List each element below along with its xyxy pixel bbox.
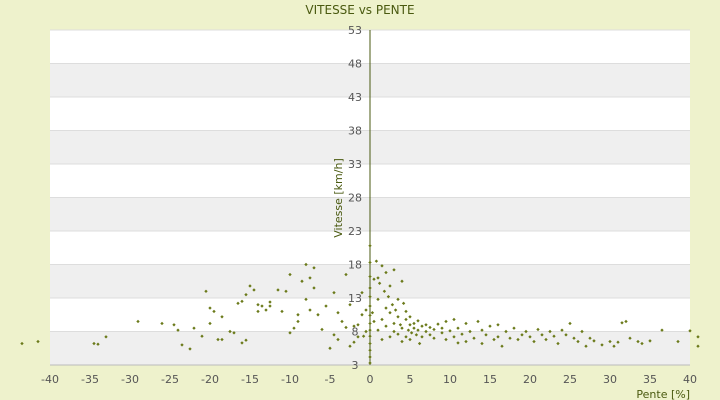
data-point bbox=[648, 339, 652, 343]
data-point bbox=[220, 315, 224, 319]
x-tick-label: 10 bbox=[443, 373, 457, 386]
y-tick-label: 28 bbox=[348, 192, 362, 205]
data-point bbox=[252, 288, 256, 292]
x-tick-label: 25 bbox=[563, 373, 577, 386]
data-point bbox=[216, 337, 220, 342]
data-point bbox=[588, 336, 592, 340]
x-tick-label: -30 bbox=[121, 373, 139, 386]
data-point bbox=[640, 341, 644, 346]
y-tick-label: 3 bbox=[352, 359, 359, 372]
x-tick-label: 40 bbox=[683, 373, 697, 386]
data-point bbox=[176, 328, 180, 332]
data-point bbox=[244, 292, 248, 297]
data-point bbox=[240, 341, 244, 345]
x-tick-label: 0 bbox=[367, 373, 374, 386]
y-tick-label: 38 bbox=[348, 125, 362, 138]
data-point bbox=[136, 319, 140, 324]
data-point bbox=[628, 336, 632, 340]
data-point bbox=[516, 337, 520, 342]
x-tick-label: -20 bbox=[201, 373, 219, 386]
data-point bbox=[544, 337, 548, 342]
data-point bbox=[548, 329, 552, 334]
data-point bbox=[620, 321, 624, 325]
data-point bbox=[580, 329, 584, 334]
data-point bbox=[572, 336, 576, 340]
data-point bbox=[188, 347, 192, 351]
x-tick-label: 35 bbox=[643, 373, 657, 386]
x-tick-label: 15 bbox=[483, 373, 497, 386]
data-point bbox=[20, 341, 24, 346]
data-point bbox=[220, 337, 224, 342]
x-tick-label: 30 bbox=[603, 373, 617, 386]
data-point bbox=[248, 284, 252, 288]
data-point bbox=[208, 321, 212, 326]
x-tick-label: 20 bbox=[523, 373, 537, 386]
data-point bbox=[236, 301, 240, 306]
data-point bbox=[524, 329, 528, 334]
data-point bbox=[564, 333, 568, 337]
y-tick-label: 48 bbox=[348, 58, 362, 71]
y-tick-label: 23 bbox=[348, 225, 362, 238]
x-tick-label: -10 bbox=[281, 373, 299, 386]
data-point bbox=[160, 321, 164, 326]
data-point bbox=[192, 326, 196, 330]
y-tick-label: 18 bbox=[348, 259, 362, 272]
data-point bbox=[208, 306, 212, 310]
data-point bbox=[552, 334, 556, 338]
y-tick-label: 33 bbox=[348, 158, 362, 171]
data-point bbox=[104, 335, 108, 339]
data-point bbox=[212, 309, 216, 314]
data-point bbox=[240, 299, 244, 304]
y-axis-label: Vitesse [km/h] bbox=[332, 158, 345, 238]
data-point bbox=[228, 329, 232, 334]
y-tick-label: 53 bbox=[348, 24, 362, 37]
y-tick-label: 43 bbox=[348, 91, 362, 104]
data-point bbox=[660, 328, 664, 332]
data-point bbox=[592, 339, 596, 343]
data-point bbox=[172, 323, 176, 327]
x-tick-label: -5 bbox=[325, 373, 336, 386]
data-point bbox=[520, 333, 524, 337]
data-point bbox=[232, 331, 236, 335]
y-tick-label: 13 bbox=[348, 292, 362, 305]
data-point bbox=[36, 339, 40, 344]
y-tick-label: 8 bbox=[352, 326, 359, 339]
chart-title: VITESSE vs PENTE bbox=[305, 3, 414, 17]
x-tick-label: -35 bbox=[81, 373, 99, 386]
data-point bbox=[540, 333, 544, 337]
data-point bbox=[696, 335, 700, 339]
data-point bbox=[624, 319, 628, 324]
data-point bbox=[696, 344, 700, 348]
data-point bbox=[616, 340, 620, 344]
data-point bbox=[200, 334, 204, 338]
data-point bbox=[180, 343, 184, 347]
x-tick-label: -15 bbox=[241, 373, 259, 386]
x-tick-label: -40 bbox=[41, 373, 59, 386]
data-point bbox=[244, 338, 248, 342]
data-point bbox=[556, 341, 560, 346]
x-axis-label: Pente [%] bbox=[636, 388, 690, 400]
x-tick-label: 5 bbox=[407, 373, 414, 386]
x-tick-label: -25 bbox=[161, 373, 179, 386]
data-point bbox=[204, 289, 208, 293]
data-point bbox=[560, 328, 564, 332]
x-tick-labels: -40 -35 -30 -25 -20 -15 -10 -5 0 5 10 15 20 25 30 35 40 bbox=[41, 373, 697, 386]
